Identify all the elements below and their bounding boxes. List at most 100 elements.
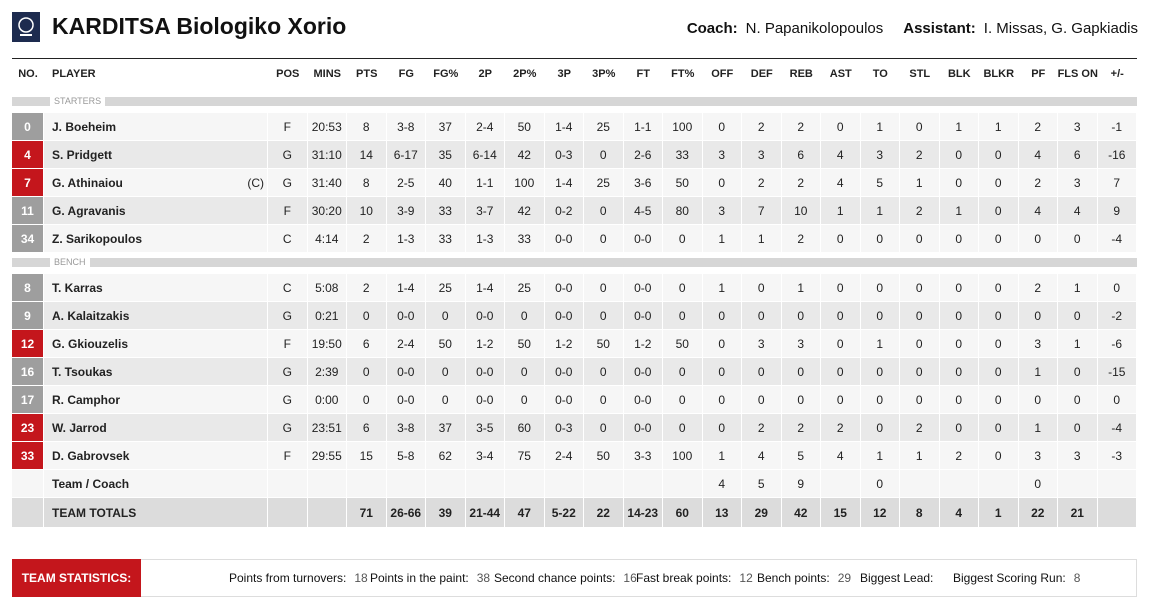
stat-cell: 5	[860, 169, 899, 196]
coaches: Coach: N. Papanikolopoulos Assistant: I.…	[687, 20, 1138, 37]
stat-cell: 0	[702, 113, 741, 140]
stat-cell: 1-1	[623, 113, 662, 140]
stat-cell: 3	[742, 141, 781, 168]
stat-cell: 50	[426, 330, 465, 357]
coach-name: N. Papanikolopoulos	[745, 20, 884, 37]
stat-cell: 3	[702, 197, 741, 224]
stat-cell: 0	[900, 113, 939, 140]
empty-cell	[821, 470, 860, 497]
stat-cell: 8	[347, 169, 386, 196]
stat-cell: 2	[900, 414, 939, 441]
stat-cell: 0	[860, 358, 899, 385]
stat-cell: 0	[979, 197, 1018, 224]
stat-cell: 3-7	[465, 197, 504, 224]
team-logo	[12, 12, 40, 42]
player-name: T. Karras	[44, 274, 267, 301]
stat-cell: 50	[663, 330, 702, 357]
stat-cell: -16	[1097, 141, 1136, 168]
empty-cell	[979, 470, 1018, 497]
stat-label: Points from turnovers:	[229, 571, 347, 585]
stat-value: 8	[1073, 571, 1081, 585]
team-stat: Points in the paint: 38	[370, 559, 490, 597]
stat-cell: 0-0	[386, 386, 425, 413]
stat-cell: 20:53	[307, 113, 346, 140]
empty-cell	[347, 470, 386, 497]
stat-cell: 80	[663, 197, 702, 224]
stat-cell: 0	[584, 274, 623, 301]
column-header: OFF	[711, 68, 734, 80]
stat-cell: -4	[1097, 225, 1136, 252]
stat-cell: 0:21	[307, 302, 346, 329]
player-number: 9	[12, 302, 43, 329]
stat-cell: 2-4	[386, 330, 425, 357]
stat-value: 29	[837, 571, 852, 585]
stat-cell: 1	[939, 197, 978, 224]
empty-cell	[900, 470, 939, 497]
column-header: PF	[1031, 68, 1046, 80]
stat-cell: 26-66	[386, 498, 425, 527]
stat-cell: 2	[900, 197, 939, 224]
stat-cell: 0	[584, 225, 623, 252]
stat-cell: 10	[781, 197, 820, 224]
stat-cell: 6	[781, 141, 820, 168]
stat-cell: 14	[347, 141, 386, 168]
stat-cell: 0	[979, 274, 1018, 301]
stat-cell: 0	[979, 414, 1018, 441]
stat-cell: 1	[702, 442, 741, 469]
stat-cell: G	[268, 141, 307, 168]
stat-cell: 2-5	[386, 169, 425, 196]
stat-cell: 0	[742, 274, 781, 301]
stat-cell: 0-0	[544, 358, 583, 385]
stat-cell: 0	[584, 414, 623, 441]
stat-cell: 0	[663, 358, 702, 385]
column-header: PTS	[356, 68, 378, 80]
stat-cell: 0	[781, 302, 820, 329]
player-name: TEAM TOTALS	[44, 498, 267, 527]
stat-cell: 1-3	[386, 225, 425, 252]
stat-cell: 0	[663, 274, 702, 301]
column-header: REB	[789, 68, 813, 80]
stat-cell: 4	[821, 442, 860, 469]
stat-cell: 1	[939, 113, 978, 140]
empty-cell	[268, 470, 307, 497]
stat-cell: 3	[702, 141, 741, 168]
stat-cell: 0	[821, 225, 860, 252]
stat-cell: 0	[702, 386, 741, 413]
column-header: 2P	[478, 68, 492, 80]
column-header: NO.	[18, 68, 38, 80]
stat-cell: 2	[781, 169, 820, 196]
player-name: G. Agravanis	[44, 197, 267, 224]
column-header: STL	[909, 68, 931, 80]
stat-cell: 4	[702, 470, 741, 497]
stat-cell: 1	[900, 169, 939, 196]
stat-cell: 100	[663, 113, 702, 140]
stat-cell: 37	[426, 414, 465, 441]
stat-cell: 2	[939, 442, 978, 469]
assistant-names: I. Missas, G. Gapkiadis	[983, 20, 1138, 37]
stat-cell: 0	[702, 169, 741, 196]
player-number: 4	[12, 141, 43, 168]
stat-cell: 3	[781, 330, 820, 357]
section-label: BENCH	[50, 257, 90, 268]
player-number: 17	[12, 386, 43, 413]
stat-cell: 2	[900, 141, 939, 168]
stat-cell: 4	[939, 498, 978, 527]
stat-cell: 0-0	[465, 302, 504, 329]
stat-cell: 15	[347, 442, 386, 469]
player-name: G. Athinaiou	[44, 169, 267, 196]
player-name: D. Gabrovsek	[44, 442, 267, 469]
stat-cell: 2	[781, 225, 820, 252]
stat-cell: F	[268, 442, 307, 469]
stat-label: Biggest Scoring Run:	[953, 571, 1066, 585]
stat-cell: 22	[584, 498, 623, 527]
stat-cell: 0-0	[465, 358, 504, 385]
stat-cell: 0	[663, 225, 702, 252]
stat-cell: 2:39	[307, 358, 346, 385]
stat-cell: 0	[1058, 386, 1097, 413]
stat-cell: 3	[1018, 330, 1057, 357]
stat-cell: 0	[979, 302, 1018, 329]
stat-cell: 0	[939, 169, 978, 196]
stat-cell: 0	[426, 358, 465, 385]
player-name: W. Jarrod	[44, 414, 267, 441]
